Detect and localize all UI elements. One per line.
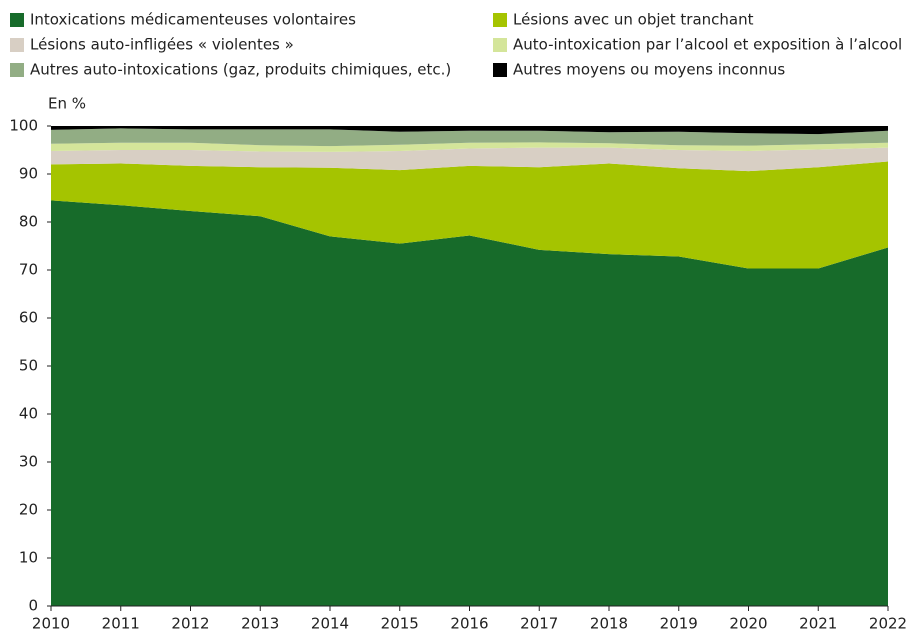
x-tick-label: 2021 <box>799 615 837 633</box>
y-tick-label: 80 <box>19 213 38 231</box>
legend-swatch <box>493 13 507 27</box>
legend-label: Auto-intoxication par l’alcool et exposi… <box>513 36 902 54</box>
legend-swatch <box>10 63 24 77</box>
y-unit-label: En % <box>48 95 86 113</box>
x-tick-label: 2017 <box>520 615 558 633</box>
y-tick-label: 90 <box>19 165 38 183</box>
legend-swatch <box>493 38 507 52</box>
x-tick-label: 2011 <box>102 615 140 633</box>
legend-label: Autres moyens ou moyens inconnus <box>513 61 785 79</box>
y-tick-label: 60 <box>19 309 38 327</box>
x-tick-label: 2014 <box>311 615 349 633</box>
legend-label: Lésions auto-infligées « violentes » <box>30 36 294 54</box>
y-tick-label: 50 <box>19 357 38 375</box>
x-tick-label: 2019 <box>660 615 698 633</box>
legend-swatch <box>10 13 24 27</box>
x-tick-label: 2016 <box>450 615 488 633</box>
x-tick-label: 2010 <box>32 615 70 633</box>
area <box>51 128 888 147</box>
legend-swatch <box>10 38 24 52</box>
y-tick-label: 20 <box>19 501 38 519</box>
x-tick-label: 2015 <box>381 615 419 633</box>
x-tick-label: 2022 <box>869 615 907 633</box>
y-tick-label: 100 <box>9 117 38 135</box>
area <box>51 142 888 152</box>
area <box>51 126 888 135</box>
y-tick-label: 40 <box>19 405 38 423</box>
legend-label: Intoxications médicamenteuses volontaire… <box>30 11 356 29</box>
x-tick-label: 2020 <box>729 615 767 633</box>
y-tick-label: 0 <box>28 597 38 615</box>
x-tick-label: 2018 <box>590 615 628 633</box>
legend-label: Lésions avec un objet tranchant <box>513 11 754 29</box>
legend-label: Autres auto-intoxications (gaz, produits… <box>30 61 451 79</box>
x-tick-label: 2013 <box>241 615 279 633</box>
y-tick-label: 70 <box>19 261 38 279</box>
legend-swatch <box>493 63 507 77</box>
area <box>51 161 888 269</box>
x-tick-label: 2012 <box>171 615 209 633</box>
y-tick-label: 10 <box>19 549 38 567</box>
area <box>51 147 888 172</box>
area <box>51 200 888 606</box>
y-tick-label: 30 <box>19 453 38 471</box>
